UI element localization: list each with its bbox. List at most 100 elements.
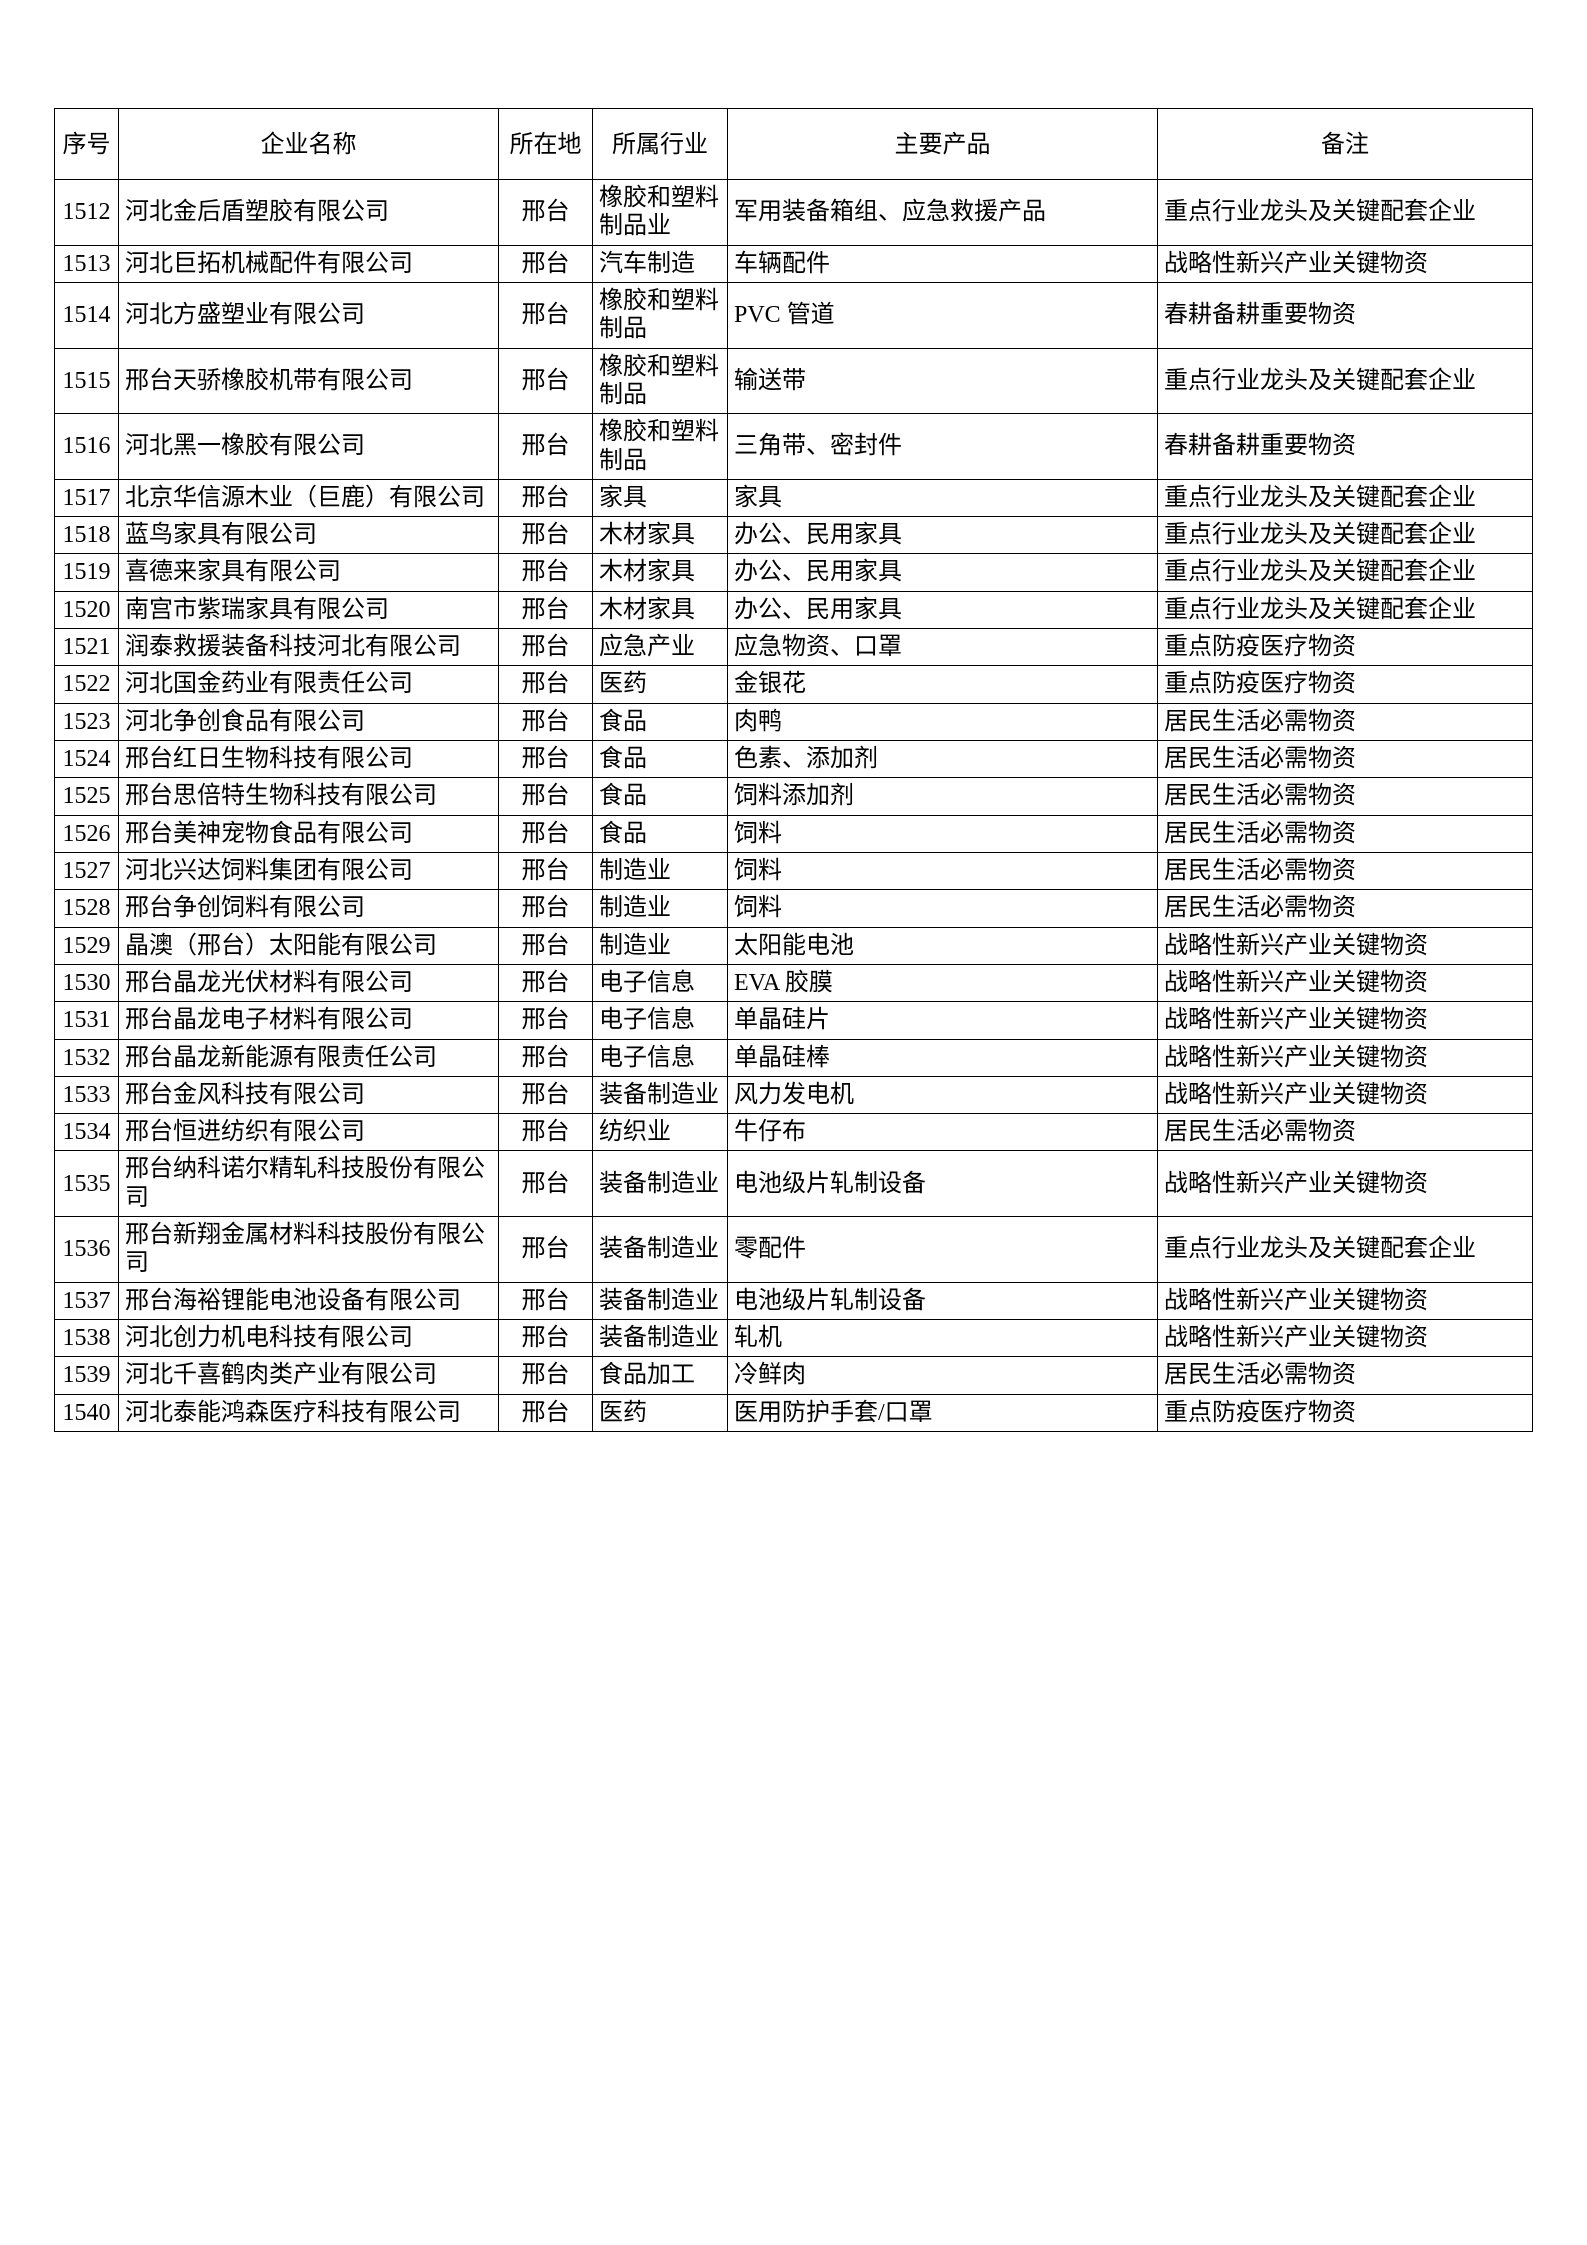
table-row: 1523 河北争创食品有限公司 邢台 食品 肉鸭 居民生活必需物资 [54, 702, 1533, 742]
cell-index: 1537 [54, 1281, 119, 1321]
cell-location: 邢台 [498, 281, 593, 349]
cell-industry: 木材家具 [592, 590, 728, 630]
cell-industry: 橡胶和塑料制品业 [592, 179, 728, 246]
cell-location: 邢台 [498, 179, 593, 246]
cell-index: 1524 [54, 739, 119, 779]
cell-industry: 电子信息 [592, 1001, 728, 1040]
cell-industry: 装备制造业 [592, 1318, 728, 1358]
cell-company-name: 邢台金风科技有限公司 [118, 1075, 499, 1115]
table-row: 1524 邢台红日生物科技有限公司 邢台 食品 色素、添加剂 居民生活必需物资 [54, 739, 1533, 779]
table-row: 1535 邢台纳科诺尔精轧科技股份有限公司 邢台 装备制造业 电池级片轧制设备 战略性新兴… [54, 1150, 1533, 1218]
cell-product: 饲料添加剂 [727, 777, 1158, 816]
cell-location: 邢台 [498, 926, 593, 965]
cell-industry: 食品 [592, 739, 728, 779]
cell-industry: 食品 [592, 814, 728, 853]
cell-index: 1526 [54, 814, 119, 853]
cell-index: 1533 [54, 1075, 119, 1115]
cell-location: 邢台 [498, 1318, 593, 1358]
cell-industry: 制造业 [592, 851, 728, 891]
cell-industry: 食品 [592, 777, 728, 816]
cell-remark: 重点行业龙头及关键配套企业 [1157, 590, 1533, 630]
table-row: 1529 晶澳（邢台）太阳能有限公司 邢台 制造业 太阳能电池 战略性新兴产业关键物资 [54, 926, 1533, 965]
cell-company-name: 北京华信源木业（巨鹿）有限公司 [118, 478, 499, 518]
cell-remark: 居民生活必需物资 [1157, 1113, 1533, 1152]
column-header-remark: 备注 [1157, 108, 1533, 180]
cell-company-name: 邢台思倍特生物科技有限公司 [118, 777, 499, 816]
cell-company-name: 河北争创食品有限公司 [118, 702, 499, 742]
cell-index: 1539 [54, 1356, 119, 1395]
header-row: 序号 企业名称 所在地 所属行业 主要产品 备注 [54, 108, 1533, 180]
cell-index: 1523 [54, 702, 119, 742]
cell-product: 饲料 [727, 889, 1158, 928]
table-row: 1533 邢台金风科技有限公司 邢台 装备制造业 风力发电机 战略性新兴产业关键物资 [54, 1075, 1533, 1115]
column-header-industry: 所属行业 [592, 108, 728, 180]
cell-product: 太阳能电池 [727, 926, 1158, 965]
cell-company-name: 邢台红日生物科技有限公司 [118, 739, 499, 779]
cell-industry: 木材家具 [592, 553, 728, 592]
cell-company-name: 河北国金药业有限责任公司 [118, 665, 499, 704]
cell-remark: 战略性新兴产业关键物资 [1157, 1318, 1533, 1358]
cell-index: 1516 [54, 413, 119, 480]
cell-product: 输送带 [727, 347, 1158, 415]
cell-product: 金银花 [727, 665, 1158, 704]
table-header: 序号 企业名称 所在地 所属行业 主要产品 备注 [54, 108, 1533, 180]
cell-remark: 居民生活必需物资 [1157, 814, 1533, 853]
cell-index: 1531 [54, 1001, 119, 1040]
cell-index: 1519 [54, 553, 119, 592]
table-row: 1538 河北创力机电科技有限公司 邢台 装备制造业 轧机 战略性新兴产业关键物资 [54, 1318, 1533, 1358]
cell-index: 1518 [54, 516, 119, 555]
cell-remark: 重点防疫医疗物资 [1157, 1393, 1533, 1432]
cell-company-name: 河北兴达饲料集团有限公司 [118, 851, 499, 891]
cell-index: 1517 [54, 478, 119, 518]
cell-remark: 居民生活必需物资 [1157, 777, 1533, 816]
cell-index: 1529 [54, 926, 119, 965]
cell-product: 色素、添加剂 [727, 739, 1158, 779]
table-row: 1518 蓝鸟家具有限公司 邢台 木材家具 办公、民用家具 重点行业龙头及关键配套企业 [54, 516, 1533, 555]
column-header-location: 所在地 [498, 108, 593, 180]
table-row: 1526 邢台美神宠物食品有限公司 邢台 食品 饲料 居民生活必需物资 [54, 814, 1533, 853]
cell-location: 邢台 [498, 777, 593, 816]
table-row: 1522 河北国金药业有限责任公司 邢台 医药 金银花 重点防疫医疗物资 [54, 665, 1533, 704]
table-row: 1540 河北泰能鸿森医疗科技有限公司 邢台 医药 医用防护手套/口罩 重点防疫医疗物资 [54, 1393, 1533, 1432]
cell-product: 饲料 [727, 814, 1158, 853]
cell-company-name: 邢台恒进纺织有限公司 [118, 1113, 499, 1152]
cell-product: 牛仔布 [727, 1113, 1158, 1152]
cell-index: 1528 [54, 889, 119, 928]
cell-product: 应急物资、口罩 [727, 628, 1158, 667]
cell-product: EVA 胶膜 [727, 963, 1158, 1003]
table-row: 1519 喜德来家具有限公司 邢台 木材家具 办公、民用家具 重点行业龙头及关键配套企业 [54, 553, 1533, 592]
cell-industry: 制造业 [592, 889, 728, 928]
table-row: 1530 邢台晶龙光伏材料有限公司 邢台 电子信息 EVA 胶膜 战略性新兴产业关键物资 [54, 963, 1533, 1003]
cell-industry: 装备制造业 [592, 1075, 728, 1115]
cell-product: 冷鲜肉 [727, 1356, 1158, 1395]
cell-remark: 战略性新兴产业关键物资 [1157, 926, 1533, 965]
cell-company-name: 河北泰能鸿森医疗科技有限公司 [118, 1393, 499, 1432]
column-header-index: 序号 [54, 108, 119, 180]
cell-remark: 重点行业龙头及关键配套企业 [1157, 516, 1533, 555]
cell-remark: 战略性新兴产业关键物资 [1157, 1150, 1533, 1218]
table-row: 1531 邢台晶龙电子材料有限公司 邢台 电子信息 单晶硅片 战略性新兴产业关键物资 [54, 1001, 1533, 1040]
cell-index: 1515 [54, 347, 119, 415]
cell-industry: 橡胶和塑料制品 [592, 281, 728, 349]
cell-index: 1532 [54, 1038, 119, 1077]
table-row: 1521 润泰救援装备科技河北有限公司 邢台 应急产业 应急物资、口罩 重点防疫医疗物资 [54, 628, 1533, 667]
cell-company-name: 邢台天骄橡胶机带有限公司 [118, 347, 499, 415]
cell-location: 邢台 [498, 553, 593, 592]
table-row: 1515 邢台天骄橡胶机带有限公司 邢台 橡胶和塑料制品 输送带 重点行业龙头及关键配套企… [54, 347, 1533, 415]
cell-product: 轧机 [727, 1318, 1158, 1358]
cell-product: 电池级片轧制设备 [727, 1281, 1158, 1321]
cell-location: 邢台 [498, 1216, 593, 1283]
cell-location: 邢台 [498, 1281, 593, 1321]
cell-remark: 重点防疫医疗物资 [1157, 665, 1533, 704]
cell-index: 1538 [54, 1318, 119, 1358]
cell-company-name: 南宫市紫瑞家具有限公司 [118, 590, 499, 630]
cell-product: 办公、民用家具 [727, 553, 1158, 592]
cell-location: 邢台 [498, 1393, 593, 1432]
cell-product: 三角带、密封件 [727, 413, 1158, 480]
cell-index: 1513 [54, 244, 119, 283]
cell-remark: 战略性新兴产业关键物资 [1157, 1001, 1533, 1040]
cell-product: 单晶硅片 [727, 1001, 1158, 1040]
cell-company-name: 邢台新翔金属材料科技股份有限公司 [118, 1216, 499, 1283]
cell-industry: 汽车制造 [592, 244, 728, 283]
table-row: 1514 河北方盛塑业有限公司 邢台 橡胶和塑料制品 PVC 管道 春耕备耕重要物资 [54, 281, 1533, 349]
